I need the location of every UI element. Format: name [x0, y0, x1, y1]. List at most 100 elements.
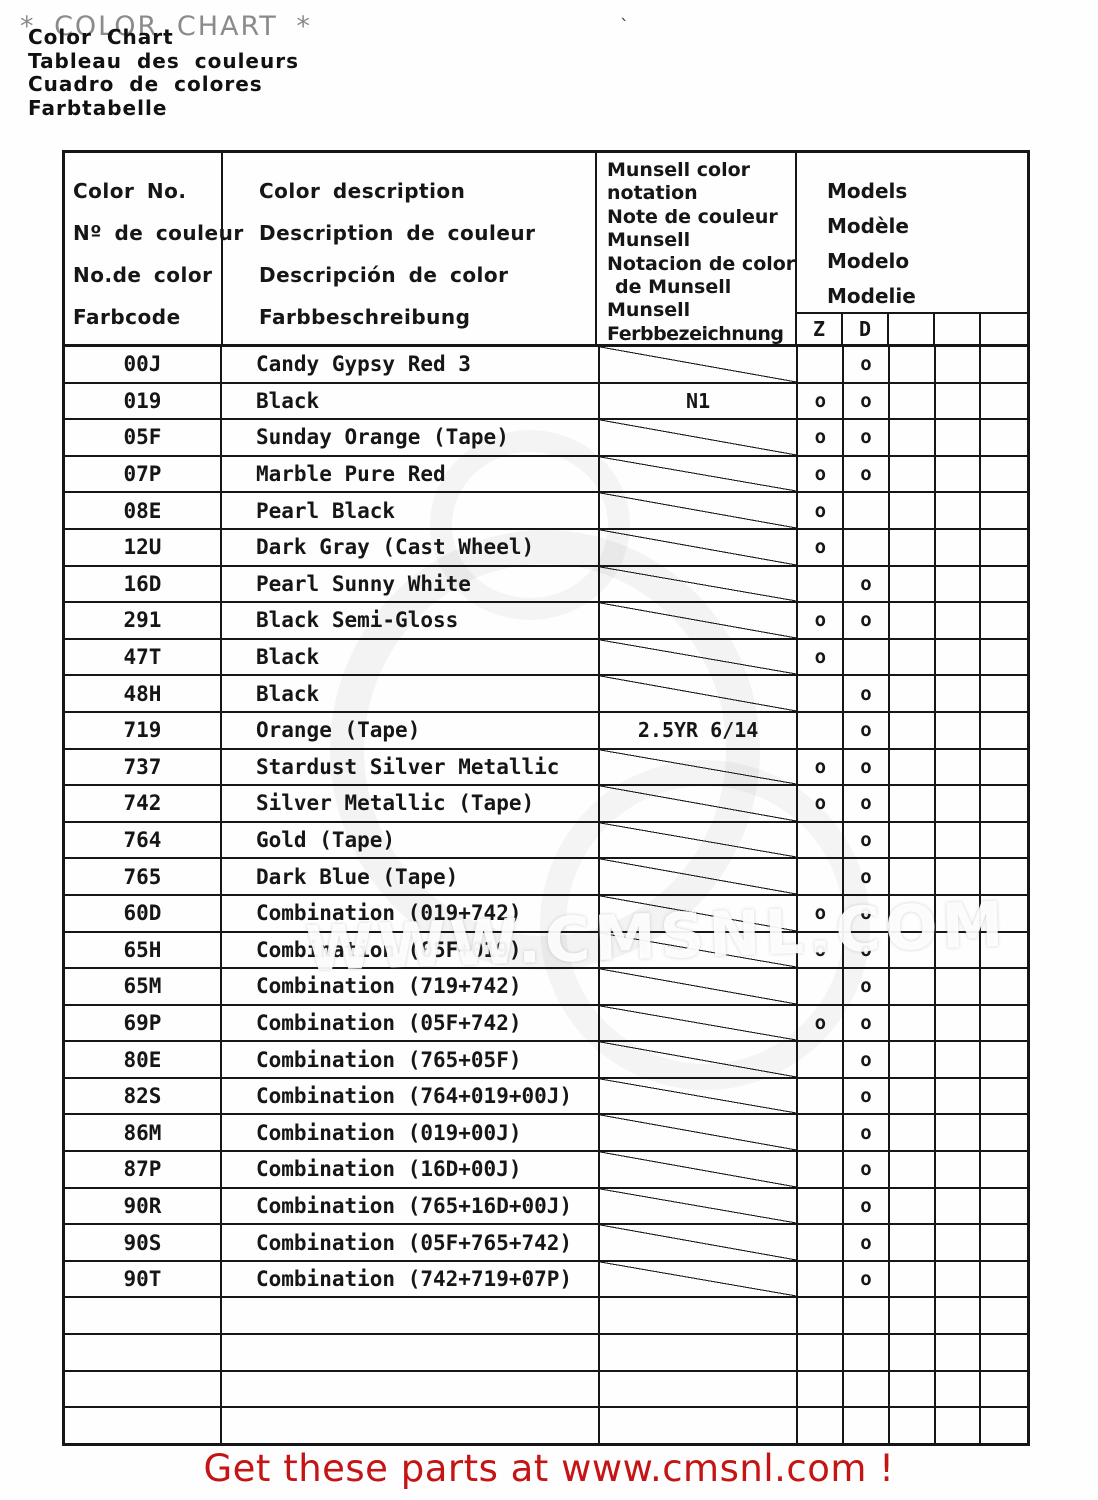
mark-d — [844, 1298, 890, 1334]
mark-d: o — [844, 969, 890, 1004]
table-row — [65, 1298, 1027, 1336]
footer-site-link[interactable]: Get these parts at www.cmsnl.com ! — [203, 1447, 895, 1490]
mark-extra-3 — [981, 1006, 1027, 1041]
color-code: 765 — [65, 859, 222, 894]
mark-extra-3 — [981, 1152, 1027, 1187]
mark-d: o — [844, 603, 890, 638]
mark-z — [798, 1152, 845, 1187]
mark-extra-1 — [890, 786, 936, 821]
mark-extra-1 — [890, 420, 936, 455]
mark-d: o — [844, 1005, 890, 1041]
color-code: 65M — [65, 969, 222, 1004]
mark-extra-2 — [936, 1042, 982, 1077]
mark-d: o — [844, 1152, 890, 1187]
mark-z — [798, 676, 845, 711]
mark-extra-1 — [890, 1005, 936, 1041]
mark-z: o — [798, 456, 845, 492]
header-munsell-line: de Munsell — [615, 275, 732, 298]
color-description: Combination (765+16D+00J) — [222, 1188, 600, 1224]
mark-extra-3 — [981, 1115, 1027, 1150]
table-row: 16D Pearl Sunny White o — [65, 566, 1027, 604]
mark-d: o — [844, 749, 890, 785]
mark-d: o — [844, 895, 890, 931]
mark-z — [798, 1408, 845, 1443]
color-code: 12U — [65, 529, 222, 565]
munsell-cell — [599, 420, 799, 455]
color-code: 07P — [65, 456, 222, 492]
mark-extra-3 — [981, 1225, 1027, 1260]
munsell-cell — [600, 1371, 799, 1407]
mark-d — [844, 1408, 890, 1443]
color-description: Black — [222, 639, 600, 675]
mark-extra-2 — [936, 1335, 982, 1370]
munsell-cell — [599, 639, 799, 675]
mark-extra-3 — [981, 1262, 1027, 1297]
table-row: 764 Gold (Tape) o — [65, 822, 1027, 860]
munsell-cell — [599, 822, 799, 858]
mark-d: o — [844, 1078, 890, 1114]
munsell-cell — [599, 1042, 799, 1077]
munsell-cell — [600, 1298, 799, 1334]
mark-extra-1 — [890, 1115, 936, 1151]
munsell-cell — [599, 1152, 799, 1187]
mark-extra-1 — [890, 566, 936, 602]
color-description — [222, 1298, 600, 1334]
header-munsell-line: Note de couleur — [607, 205, 778, 228]
color-code: 48H — [65, 676, 222, 711]
mark-extra-1 — [890, 456, 936, 492]
mark-z: o — [798, 529, 845, 565]
header-munsell: Munsell color notation Note de couleur M… — [597, 153, 797, 345]
table-row: 90R Combination (765+16D+00J) o — [65, 1188, 1027, 1226]
color-code — [65, 1371, 222, 1407]
munsell-cell — [599, 1261, 799, 1297]
mark-extra-2 — [936, 859, 982, 894]
mark-d: o — [844, 1225, 890, 1260]
color-description: Combination (019+742) — [222, 895, 600, 931]
mark-extra-2 — [936, 712, 982, 748]
munsell-cell — [600, 1335, 799, 1370]
table-row: 05F Sunday Orange (Tape) o o — [65, 420, 1027, 457]
table-row: 00J Candy Gypsy Red 3 o — [65, 347, 1027, 384]
mark-extra-1 — [890, 895, 936, 931]
color-description: Pearl Black — [222, 493, 600, 528]
munsell-cell — [599, 969, 799, 1004]
color-description: Orange (Tape) — [222, 712, 600, 748]
mark-d — [844, 639, 890, 675]
color-code: 719 — [65, 712, 222, 748]
color-description: Combination (764+019+00J) — [222, 1078, 600, 1114]
color-code: 05F — [65, 420, 222, 455]
munsell-cell — [599, 1005, 799, 1041]
header-color-no-fr: Nº de couleur — [73, 221, 244, 245]
mark-extra-1 — [890, 493, 936, 528]
scan-speck: ` — [620, 16, 629, 37]
color-code: 90S — [65, 1225, 222, 1260]
mark-extra-2 — [936, 786, 982, 821]
mark-z: o — [798, 603, 845, 638]
color-description: Dark Blue (Tape) — [222, 859, 600, 894]
mark-extra-1 — [890, 676, 936, 711]
color-description: Gold (Tape) — [222, 822, 600, 858]
munsell-cell — [599, 1225, 799, 1260]
table-row: 737 Stardust Silver Metallic o o — [65, 749, 1027, 787]
table-row — [65, 1408, 1027, 1443]
header-description-es: Descripción de color — [259, 263, 509, 287]
mark-extra-3 — [981, 384, 1027, 419]
mark-extra-3 — [981, 1408, 1027, 1443]
table-row: 60D Combination (019+742) o o — [65, 895, 1027, 933]
mark-extra-2 — [936, 420, 982, 455]
header-models-en: Models — [827, 179, 908, 203]
model-column-d: D — [843, 314, 889, 344]
page-title-es: Cuadro de colores — [28, 72, 263, 96]
mark-extra-3 — [981, 750, 1027, 785]
table-row: 80E Combination (765+05F) o — [65, 1042, 1027, 1079]
color-code: 87P — [65, 1152, 222, 1187]
table-row: 12U Dark Gray (Cast Wheel) o — [65, 529, 1027, 567]
mark-extra-2 — [936, 749, 982, 785]
munsell-cell — [599, 603, 799, 638]
mark-d: o — [844, 1188, 890, 1224]
page-title-fr: Tableau des couleurs — [28, 48, 300, 73]
mark-z: o — [798, 383, 845, 419]
header-color-no-es: No.de color — [73, 263, 213, 287]
mark-extra-1 — [890, 529, 936, 565]
header-models: Models Modèle Modelo Modelie Z D — [797, 153, 1027, 344]
